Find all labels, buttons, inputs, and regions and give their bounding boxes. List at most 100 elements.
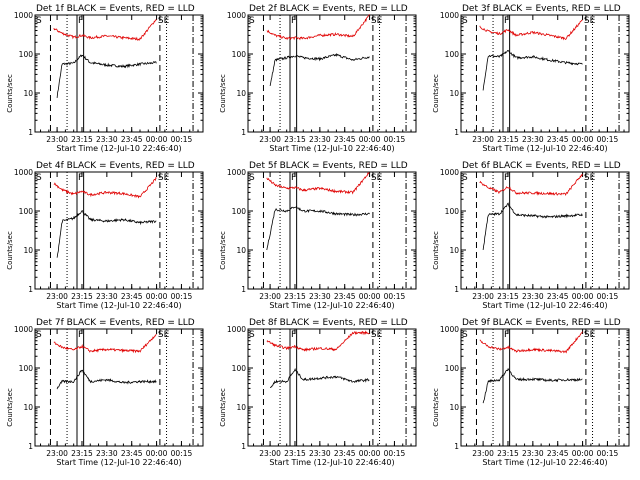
x-tick-label: 23:00 <box>259 292 281 301</box>
y-axis-label: Counts/sec <box>6 74 14 113</box>
panel-det-2: Det 2f BLACK = Events, RED = LLD 1 10 100 10… <box>219 4 417 153</box>
marker-se: SE <box>371 16 383 26</box>
marker-s: S <box>36 16 42 26</box>
x-tick-label: 00:15 <box>597 449 619 458</box>
x-tick-label: 23:30 <box>522 449 544 458</box>
x-tick-label: 23:15 <box>71 292 93 301</box>
y-tick-label: 1000 <box>14 11 33 20</box>
plot-frame <box>460 328 630 447</box>
y-axis-label: Counts/sec <box>432 388 440 427</box>
x-tick-label: 23:45 <box>547 449 569 458</box>
x-axis-label: Start Time (12-Jul-10 22:46:40) <box>269 301 394 310</box>
x-axis-label: Start Time (12-Jul-10 22:46:40) <box>482 301 607 310</box>
x-tick-label: 23:00 <box>259 449 281 458</box>
marker-f: F <box>78 16 83 26</box>
x-tick-label: 00:00 <box>359 292 381 301</box>
x-tick-label: 23:30 <box>96 292 118 301</box>
panel-title: Det 9f BLACK = Events, RED = LLD <box>462 318 621 328</box>
y-tick-label: 1000 <box>440 325 459 334</box>
x-tick-label: 23:30 <box>522 135 544 144</box>
y-tick-label: 100 <box>232 364 247 373</box>
y-tick-label: 10 <box>449 403 459 412</box>
y-tick-label: 1 <box>28 285 33 294</box>
y-tick-label: 100 <box>19 50 34 59</box>
y-tick-label: 10 <box>236 403 246 412</box>
x-tick-label: 00:15 <box>597 292 619 301</box>
x-tick-label: 00:00 <box>146 292 168 301</box>
x-tick-label: 00:15 <box>171 292 193 301</box>
series-events-line <box>269 367 370 389</box>
series-lld-line <box>53 176 157 199</box>
x-tick-label: 23:45 <box>121 135 143 144</box>
y-axis-label: Counts/sec <box>6 231 14 270</box>
y-tick-label: 10 <box>449 89 459 98</box>
marker-se: SE <box>158 173 170 183</box>
marker-se: SE <box>584 330 596 340</box>
marker-s: S <box>36 330 42 340</box>
marker-s: S <box>249 330 255 340</box>
y-tick-label: 1 <box>28 442 33 451</box>
x-tick-label: 23:00 <box>46 292 68 301</box>
plot-frame <box>34 328 204 447</box>
y-axis-label: Counts/sec <box>219 231 227 270</box>
series-events-line <box>482 202 583 250</box>
y-tick-label: 100 <box>19 207 34 216</box>
x-tick-label: 23:00 <box>472 292 494 301</box>
series-lld-line <box>53 333 157 354</box>
x-tick-label: 00:15 <box>171 135 193 144</box>
series-lld-line <box>266 172 370 195</box>
x-tick-label: 23:00 <box>472 135 494 144</box>
x-tick-label: 23:30 <box>96 135 118 144</box>
x-tick-label: 23:45 <box>547 292 569 301</box>
marker-se: SE <box>371 330 383 340</box>
y-tick-label: 10 <box>23 403 33 412</box>
panel-det-1: Det 1f BLACK = Events, RED = LLD 1 10 100 10… <box>6 4 204 153</box>
y-tick-label: 1000 <box>440 11 459 20</box>
x-tick-label: 23:30 <box>96 449 118 458</box>
x-tick-label: 00:00 <box>359 449 381 458</box>
panel-det-3: Det 3f BLACK = Events, RED = LLD 1 10 100 10… <box>432 4 630 153</box>
marker-f: F <box>504 330 509 340</box>
x-axis-label: Start Time (12-Jul-10 22:46:40) <box>482 144 607 153</box>
series-events-line <box>56 369 157 390</box>
series-events-line <box>269 52 370 86</box>
series-events-line <box>482 49 583 91</box>
x-tick-label: 23:45 <box>334 135 356 144</box>
y-tick-label: 10 <box>236 89 246 98</box>
x-tick-label: 23:00 <box>472 449 494 458</box>
marker-f: F <box>78 173 83 183</box>
panel-det-4: Det 4f BLACK = Events, RED = LLD 1 10 100 10… <box>6 161 204 310</box>
y-tick-label: 1000 <box>227 11 246 20</box>
y-tick-label: 1 <box>454 128 459 137</box>
y-axis-label: Counts/sec <box>219 74 227 113</box>
x-tick-label: 23:15 <box>497 449 519 458</box>
y-tick-label: 1 <box>28 128 33 137</box>
x-tick-label: 00:00 <box>146 135 168 144</box>
marker-f: F <box>78 330 83 340</box>
x-tick-label: 00:00 <box>359 135 381 144</box>
y-tick-label: 100 <box>445 50 460 59</box>
x-axis-label: Start Time (12-Jul-10 22:46:40) <box>56 144 181 153</box>
marker-se: SE <box>371 173 383 183</box>
x-tick-label: 00:15 <box>597 135 619 144</box>
x-tick-label: 23:00 <box>46 135 68 144</box>
y-tick-label: 10 <box>449 246 459 255</box>
panel-title: Det 1f BLACK = Events, RED = LLD <box>36 4 195 14</box>
plot-frame <box>247 328 417 447</box>
y-tick-label: 1000 <box>14 168 33 177</box>
plot-frame <box>460 171 630 290</box>
y-tick-label: 1000 <box>227 168 246 177</box>
panel-det-5: Det 5f BLACK = Events, RED = LLD 1 10 100 10… <box>219 161 417 310</box>
panel-title: Det 2f BLACK = Events, RED = LLD <box>249 4 408 14</box>
panel-title: Det 8f BLACK = Events, RED = LLD <box>249 318 408 328</box>
x-tick-label: 23:00 <box>259 135 281 144</box>
plot-frame <box>34 14 204 133</box>
x-axis-label: Start Time (12-Jul-10 22:46:40) <box>269 458 394 467</box>
x-tick-label: 23:45 <box>547 135 569 144</box>
y-tick-label: 100 <box>445 364 460 373</box>
y-tick-label: 10 <box>236 246 246 255</box>
marker-s: S <box>36 173 42 183</box>
y-tick-label: 10 <box>23 246 33 255</box>
marker-se: SE <box>158 330 170 340</box>
marker-se: SE <box>584 173 596 183</box>
